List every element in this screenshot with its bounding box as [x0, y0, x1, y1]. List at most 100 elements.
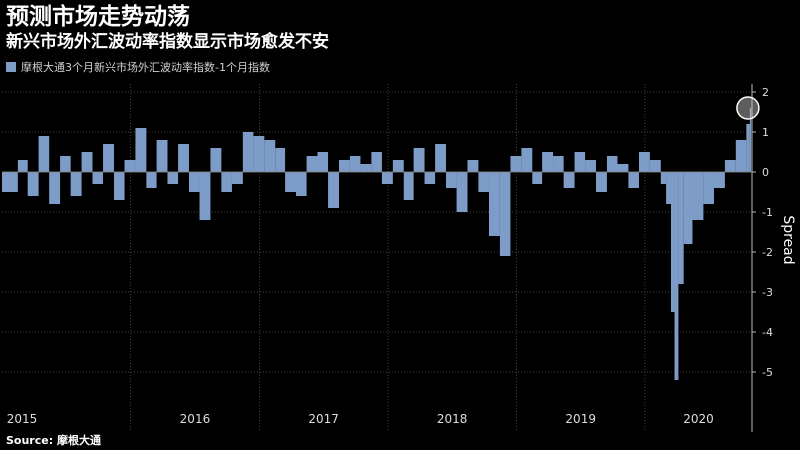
chart-area: 2 1 0 -1 -2 -3 -4 -5 2015 2016 2017 2018 2019 2020 Spr… — [2, 84, 796, 432]
bar — [671, 172, 675, 312]
bar — [746, 124, 750, 172]
highlight-circle — [736, 96, 760, 120]
bar — [306, 156, 318, 172]
bar — [17, 160, 28, 172]
bar-series — [2, 108, 752, 380]
bar — [703, 172, 714, 204]
x-tick-label: 2018 — [437, 412, 468, 426]
bar — [360, 164, 372, 172]
x-tick-label: 2016 — [180, 412, 211, 426]
y-tick-label: 2 — [762, 86, 769, 99]
bar — [542, 152, 554, 172]
bar — [349, 156, 361, 172]
bar — [510, 156, 522, 172]
bar — [413, 148, 425, 172]
bar — [628, 172, 639, 188]
bar — [532, 172, 543, 184]
bar — [253, 136, 265, 172]
bar — [371, 152, 382, 172]
bar — [275, 148, 286, 172]
x-tick-label: 2015 — [7, 412, 38, 426]
bar — [167, 172, 179, 184]
bar — [585, 160, 597, 172]
bar — [606, 156, 618, 172]
chart-subtitle: 新兴市场外汇波动率指数显示市场愈发不安 — [6, 32, 329, 52]
bar — [338, 160, 350, 172]
y-tick-label: -4 — [762, 326, 773, 339]
bar — [456, 172, 468, 212]
bar — [285, 172, 297, 192]
bar — [392, 160, 404, 172]
bar — [499, 172, 511, 256]
x-tick-label: 2020 — [683, 412, 714, 426]
bar — [692, 172, 704, 220]
bar — [424, 172, 436, 184]
bar — [199, 172, 211, 220]
bar — [328, 172, 339, 208]
bar — [2, 172, 18, 192]
bar — [242, 132, 254, 172]
bar — [674, 172, 679, 380]
bar — [617, 164, 629, 172]
bar — [666, 172, 672, 204]
y-tick-label: -2 — [762, 246, 773, 259]
y-tick-label: 1 — [762, 126, 769, 139]
bar — [70, 172, 82, 196]
legend-label: 摩根大通3个月新兴市场外汇波动率指数-1个月指数 — [21, 61, 270, 74]
legend-swatch — [6, 62, 16, 72]
bar — [92, 172, 104, 184]
bar — [264, 140, 276, 172]
chart-title: 预测市场走势动荡 — [6, 4, 190, 30]
bar — [156, 140, 168, 172]
x-tick-label: 2019 — [565, 412, 596, 426]
bar — [124, 160, 136, 172]
bar — [103, 144, 114, 172]
bar — [638, 152, 650, 172]
bar — [60, 156, 71, 172]
legend: 摩根大通3个月新兴市场外汇波动率指数-1个月指数 — [6, 59, 270, 75]
bar — [724, 160, 736, 172]
bar — [596, 172, 607, 192]
y-tick-label: -5 — [762, 366, 773, 379]
bar — [467, 160, 479, 172]
bar — [478, 172, 489, 192]
bar — [660, 172, 667, 184]
source-note: Source: 摩根大通 — [6, 434, 101, 447]
bar — [381, 172, 393, 184]
bar — [521, 148, 533, 172]
bar — [81, 152, 93, 172]
bar — [553, 156, 564, 172]
bar — [649, 160, 661, 172]
bar — [749, 108, 752, 172]
y-tick-label: -1 — [762, 206, 773, 219]
bar — [683, 172, 693, 244]
axis-labels: 2 1 0 -1 -2 -3 -4 -5 2015 2016 2017 2018 2019 2020 Spr… — [7, 86, 796, 426]
bar — [231, 172, 243, 184]
bar — [38, 136, 50, 172]
bar — [27, 172, 39, 196]
bar — [435, 144, 447, 172]
bar — [563, 172, 575, 188]
bar — [135, 128, 147, 172]
x-tick-label: 2017 — [308, 412, 339, 426]
bar — [574, 152, 586, 172]
bar — [488, 172, 500, 236]
bar — [735, 140, 747, 172]
bar — [146, 172, 157, 188]
bar — [113, 172, 125, 200]
y-tick-label: -3 — [762, 286, 773, 299]
y-axis-label: Spread — [780, 215, 796, 264]
bar — [49, 172, 61, 204]
bar — [221, 172, 232, 192]
bar — [713, 172, 725, 188]
highlight — [736, 96, 760, 120]
bar — [296, 172, 307, 196]
bar — [317, 152, 329, 172]
bar — [446, 172, 457, 188]
bar — [188, 172, 200, 192]
bar — [403, 172, 414, 200]
y-tick-label: 0 — [762, 166, 769, 179]
bar — [678, 172, 684, 284]
axes — [2, 84, 756, 432]
grid-lines — [2, 84, 752, 432]
